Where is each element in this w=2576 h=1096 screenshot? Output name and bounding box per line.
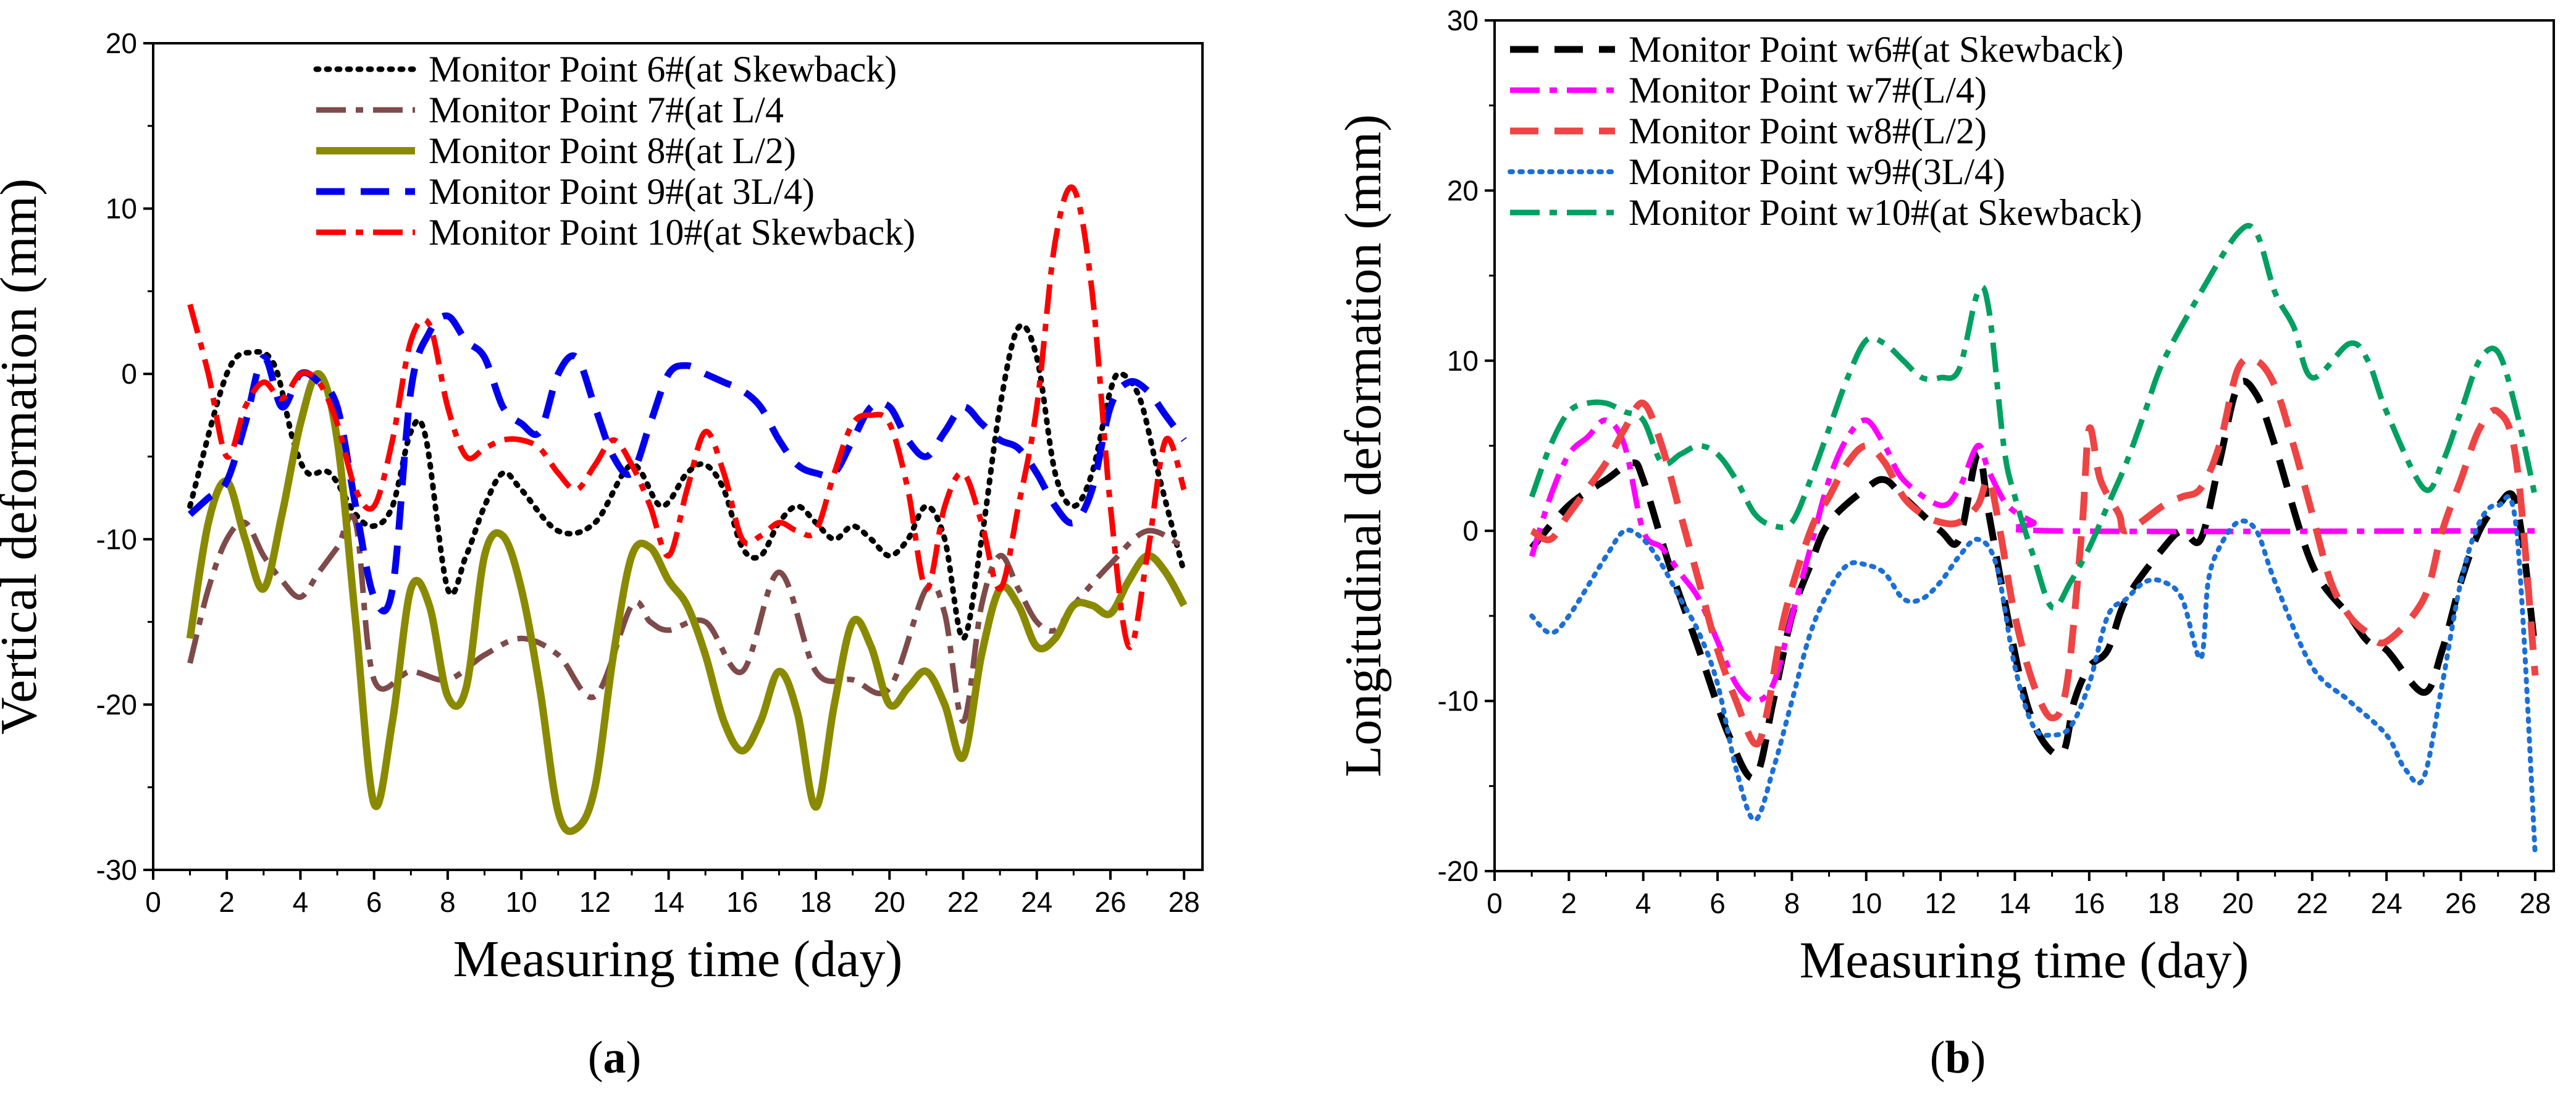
series-line-3 [186,370,1188,835]
legend-entry-3: Monitor Point 8#(at L/2) [429,130,796,171]
series-line-1 [187,322,1187,641]
legend-entry-2: Monitor Point w7#(L/4) [1629,70,1987,111]
x-tick-label: 16 [726,886,758,918]
y-tick-label: -10 [96,523,137,555]
y-tick-label: -20 [96,688,137,720]
legend: Monitor Point 6#(at Skewback)Monitor Poi… [313,49,915,253]
legend-entry-5: Monitor Point w10#(at Skewback) [1629,192,2142,233]
x-tick-label: 6 [1710,887,1726,919]
x-tick-label: 8 [1784,887,1800,919]
x-tick-label: 10 [506,886,537,918]
x-tick-label: 12 [1925,887,1957,919]
x-tick-label: 0 [145,886,161,918]
panel-b-label-letter: b [1945,1032,1970,1083]
series-line-5 [1529,222,2538,611]
y-tick-label: -20 [1438,855,1479,887]
y-axis-label: Vertical deformation (mm) [0,179,48,735]
series-lines [186,184,1188,835]
x-tick-label: 28 [2519,887,2551,919]
x-tick-label: 8 [440,886,456,918]
panel-a-label: (a) [588,1032,641,1083]
legend-entry-1: Monitor Point 6#(at Skewback) [429,49,897,90]
x-tick-label: 12 [579,886,611,918]
y-tick-label: 10 [1447,345,1479,377]
panel-a-chart: 0 2 4 6 8 10 12 14 16 18 20 22 24 26 28-30-20-1001020M… [0,27,1204,988]
x-tick-label: 18 [2148,887,2180,919]
y-tick-label: -10 [1438,685,1479,717]
y-tick-label: 20 [106,27,137,59]
x-tick-label: 10 [1850,887,1882,919]
series-line-4 [187,312,1187,615]
series-line-2 [1529,417,2535,704]
x-tick-label: 28 [1168,886,1200,918]
x-tick-label: 14 [653,886,684,918]
legend-entry-5: Monitor Point 10#(at Skewback) [429,212,915,253]
x-tick-label: 6 [366,886,382,918]
panel-a-label-letter: a [603,1032,626,1083]
y-tick-label: 30 [1447,4,1479,36]
x-tick-label: 26 [1094,886,1126,918]
x-tick-label: 2 [1561,887,1577,919]
x-tick-label: 20 [2222,887,2254,919]
y-tick-label: 0 [1462,515,1479,547]
legend: Monitor Point w6#(at Skewback)Monitor Po… [1508,29,2142,233]
x-tick-label: 16 [2073,887,2105,919]
y-tick-label: 20 [1447,174,1479,206]
x-tick-label: 4 [293,886,309,918]
legend-entry-2: Monitor Point 7#(at L/4 [429,90,784,130]
x-tick-label: 20 [874,886,905,918]
panel-b-label: (b) [1930,1032,1986,1083]
series-line-5 [187,184,1187,651]
legend-entry-3: Monitor Point w8#(L/2) [1629,111,1987,151]
legend-entry-4: Monitor Point 9#(at 3L/4) [429,171,815,212]
x-tick-label: 18 [800,886,831,918]
x-tick-label: 0 [1487,887,1503,919]
series-line-1 [1529,377,2539,782]
y-tick-label: -30 [96,854,137,886]
series-lines [1529,222,2539,857]
x-axis-label: Measuring time (day) [453,930,903,988]
x-tick-label: 2 [219,886,235,918]
x-tick-label: 22 [2296,887,2328,919]
x-tick-label: 24 [2371,887,2402,919]
y-tick-label: 10 [106,193,137,225]
series-line-4 [1529,494,2538,857]
y-axis-label: Longitudinal deformation (mm) [1335,114,1392,777]
y-tick-label: 0 [121,358,137,390]
x-tick-label: 14 [1999,887,2031,919]
x-tick-label: 24 [1021,886,1052,918]
x-tick-label: 26 [2445,887,2477,919]
series-line-3 [1530,355,2539,748]
x-axis-label: Measuring time (day) [1800,932,2249,989]
series-line-2 [187,513,1186,724]
panel-b-chart: 0 2 4 6 8 10 12 14 16 18 20 22 24 26 28-20-100102030Me… [1335,4,2555,989]
x-tick-label: 4 [1635,887,1651,919]
legend-entry-4: Monitor Point w9#(3L/4) [1629,151,2005,192]
x-tick-label: 22 [947,886,979,918]
legend-entry-1: Monitor Point w6#(at Skewback) [1629,29,2124,70]
